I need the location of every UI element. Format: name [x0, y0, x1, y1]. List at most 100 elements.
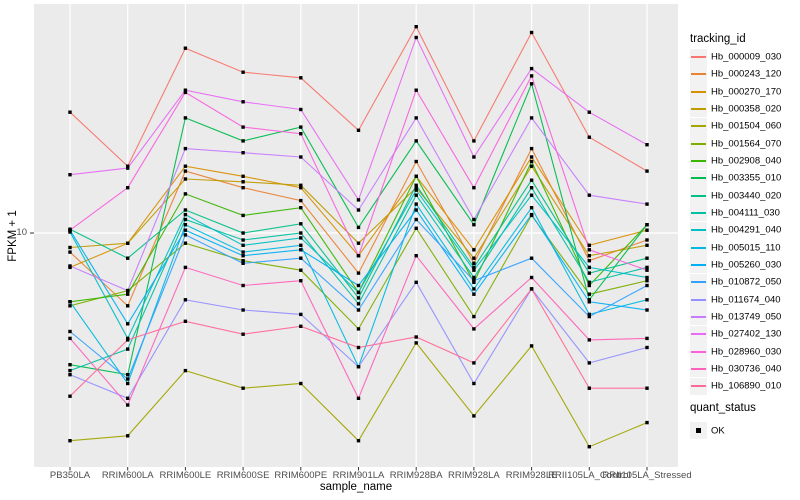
x-tick-label-RRII105LA_Control: RRII105LA_Control	[548, 470, 631, 481]
data-point	[241, 125, 245, 129]
data-point	[299, 198, 303, 203]
data-point	[645, 279, 649, 283]
data-point	[529, 116, 534, 120]
data-point	[414, 208, 418, 212]
data-point	[183, 368, 188, 373]
legend-key-box	[690, 422, 707, 440]
legend-key-box	[690, 273, 707, 291]
data-point	[68, 373, 72, 377]
data-point	[356, 439, 361, 443]
data-point	[414, 159, 418, 164]
legend-key-line-icon	[691, 367, 706, 370]
data-point	[645, 143, 649, 147]
legend-key-box	[690, 135, 707, 153]
legend-key-line-icon	[691, 385, 706, 388]
legend-label: Hb_106890_010	[711, 380, 782, 392]
data-point	[183, 265, 188, 270]
legend-title-tracking-id: tracking_id	[690, 33, 746, 45]
legend-key-line-icon	[691, 125, 706, 128]
data-point	[241, 254, 245, 258]
data-point	[414, 183, 418, 187]
data-point	[356, 271, 361, 275]
data-point	[126, 373, 130, 377]
data-point	[356, 345, 361, 350]
legend-key-line-icon	[691, 159, 706, 162]
data-point	[241, 174, 245, 178]
data-point	[645, 268, 649, 272]
data-point	[126, 347, 130, 351]
legend-label-ok: OK	[711, 425, 725, 437]
data-point	[587, 193, 591, 197]
data-point	[299, 76, 303, 80]
data-point	[183, 212, 188, 217]
legend-label: Hb_011674_040	[711, 294, 781, 306]
legend-label: Hb_000358_020	[711, 103, 782, 115]
data-point	[472, 381, 476, 386]
x-tick-label-RRIM600SE: RRIM600SE	[216, 470, 270, 481]
data-point	[356, 254, 361, 258]
data-point	[241, 100, 245, 104]
data-point	[587, 243, 591, 247]
data-point	[645, 238, 649, 242]
data-point	[645, 308, 649, 312]
data-point	[529, 155, 534, 159]
legend-label: Hb_027402_130	[711, 328, 782, 340]
data-point	[645, 228, 649, 232]
data-point	[241, 139, 245, 143]
data-point	[183, 233, 188, 237]
data-point	[183, 223, 188, 227]
data-point	[414, 186, 418, 190]
legend-key-box	[690, 169, 707, 187]
data-point	[183, 169, 188, 173]
legend-panel: tracking_id Hb_000009_030 Hb_000243_120 Hb…	[686, 0, 800, 500]
data-point	[299, 183, 303, 187]
x-tick-label-RRIM600LE: RRIM600LE	[159, 470, 212, 481]
legend-key-box	[690, 325, 707, 343]
data-point	[126, 256, 130, 260]
legend-label: Hb_030736_040	[711, 363, 782, 375]
data-point	[241, 308, 245, 312]
legend-label: Hb_000009_030	[711, 51, 782, 63]
data-point	[587, 298, 591, 302]
legend-label: Hb_005015_110	[711, 242, 781, 254]
data-point	[299, 312, 303, 317]
data-point	[645, 298, 649, 302]
data-point	[68, 245, 72, 250]
legend-label: Hb_004291_040	[711, 224, 782, 236]
data-point	[414, 280, 418, 284]
data-point	[414, 139, 418, 143]
legend-key-line-icon	[691, 73, 706, 76]
legend-key-line-icon	[691, 90, 706, 93]
data-point	[356, 208, 361, 212]
data-point	[68, 329, 72, 334]
data-point	[356, 296, 361, 300]
data-point	[414, 25, 418, 29]
legend-key-line-icon	[691, 56, 706, 58]
data-point	[529, 193, 534, 197]
data-point	[645, 265, 649, 270]
data-point	[472, 414, 476, 418]
data-point	[472, 292, 476, 296]
data-point	[241, 238, 245, 242]
legend-key-box	[690, 65, 707, 83]
legend-key-box	[690, 48, 707, 66]
data-point	[68, 250, 72, 254]
data-point	[356, 241, 361, 245]
data-point	[299, 256, 303, 260]
data-point	[241, 231, 245, 235]
legend-key-box	[690, 152, 707, 170]
data-point	[68, 336, 72, 341]
data-point	[645, 420, 649, 425]
x-tick-label-RRII105LA_Stressed: RRII105LA_Stressed	[602, 470, 692, 481]
data-point	[183, 146, 188, 151]
data-point	[299, 243, 303, 247]
legend-key-line-icon	[691, 263, 706, 266]
data-point	[241, 213, 245, 218]
legend-key-line-icon	[691, 194, 706, 197]
data-point	[587, 292, 591, 296]
legend-key-box	[690, 291, 707, 309]
data-point	[529, 82, 534, 86]
data-point	[529, 178, 534, 182]
data-point	[68, 394, 72, 398]
legend-key-box	[690, 308, 707, 326]
